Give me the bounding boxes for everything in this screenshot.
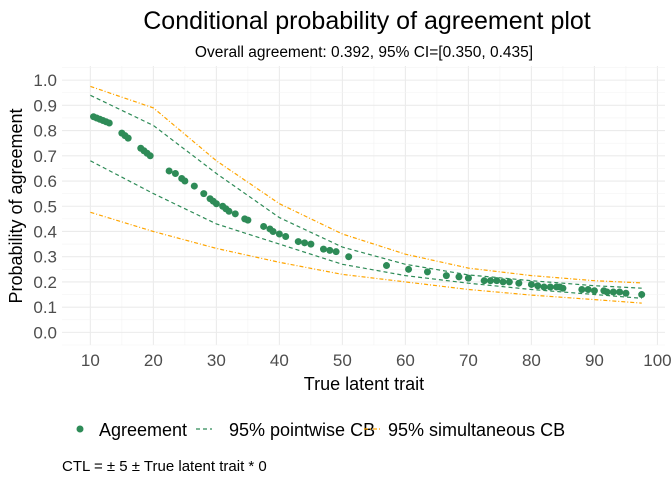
agreement-point	[301, 239, 309, 247]
agreement-point	[559, 284, 567, 292]
agreement-point	[200, 190, 208, 198]
y-tick-label: 0.9	[33, 96, 57, 115]
pointwise-lower-band-line	[90, 160, 642, 299]
agreement-point	[486, 277, 494, 285]
x-axis-ticks: 10 20 30 40 50 60 70 80 90 100	[81, 351, 672, 370]
agreement-point	[332, 248, 340, 256]
x-tick-label: 100	[643, 351, 671, 370]
agreement-point	[515, 279, 523, 287]
simultaneous-lower-band-line	[90, 211, 642, 304]
y-tick-label: 1.0	[33, 71, 57, 90]
y-tick-label: 0.2	[33, 273, 57, 292]
agreement-point	[260, 222, 268, 230]
agreement-point	[603, 288, 611, 296]
chart-subtitle: Overall agreement: 0.392, 95% CI=[0.350,…	[195, 44, 533, 61]
chart-caption: CTL = ± 5 ± True latent trait * 0	[62, 458, 267, 475]
x-tick-label: 20	[144, 351, 163, 370]
agreement-point	[584, 286, 592, 294]
agreement-point	[244, 216, 252, 224]
agreement-point	[294, 238, 302, 246]
agreement-point	[464, 274, 472, 282]
legend-label-pointwise: 95% pointwise CB	[229, 420, 375, 440]
agreement-point	[505, 278, 513, 286]
agreement-point	[275, 230, 283, 238]
x-tick-label: 40	[270, 351, 289, 370]
legend-key-agreement	[76, 425, 84, 433]
agreement-point	[307, 240, 315, 248]
agreement-point	[534, 282, 542, 290]
agreement-point	[616, 288, 624, 296]
legend-label-agreement: Agreement	[99, 420, 187, 440]
legend: Agreement 95% pointwise CB 95% simultane…	[76, 420, 565, 440]
chart-title: Conditional probability of agreement plo…	[143, 7, 591, 35]
agreement-point	[269, 227, 277, 235]
agreement-point	[578, 286, 586, 294]
x-tick-label: 30	[207, 351, 226, 370]
agreement-point	[146, 152, 154, 160]
x-tick-label: 50	[333, 351, 352, 370]
agreement-point	[231, 210, 239, 218]
agreement-point	[165, 167, 173, 175]
y-tick-label: 0.3	[33, 248, 57, 267]
agreement-point	[225, 207, 233, 215]
agreement-point	[622, 289, 630, 297]
agreement-point	[124, 134, 132, 142]
agreement-point	[181, 177, 189, 185]
x-tick-label: 70	[459, 351, 478, 370]
y-tick-label: 0.5	[33, 197, 57, 216]
agreement-point	[590, 287, 598, 295]
simultaneous-upper-band-line	[90, 85, 642, 284]
legend-label-simultaneous: 95% simultaneous CB	[388, 420, 565, 440]
pointwise-upper-band-line	[90, 94, 642, 289]
y-tick-label: 0.0	[33, 323, 57, 342]
agreement-point	[546, 283, 554, 291]
agreement-point	[527, 280, 535, 288]
agreement-point	[319, 245, 327, 253]
x-tick-label: 60	[396, 351, 415, 370]
agreement-point	[382, 262, 390, 270]
y-axis-ticks: 0.0 0.1 0.2 0.3 0.4 0.5 0.6 0.7 0.8 0.9 1.0	[33, 71, 57, 342]
x-tick-label: 80	[522, 351, 541, 370]
agreement-point	[540, 283, 548, 291]
y-tick-label: 0.8	[33, 122, 57, 141]
agreement-point	[609, 288, 617, 296]
agreement-point	[105, 119, 113, 127]
y-tick-label: 0.4	[33, 222, 57, 241]
agreement-point	[326, 246, 334, 254]
y-axis-title: Probability of agreement	[6, 108, 26, 303]
agreement-point	[499, 278, 507, 286]
y-tick-label: 0.1	[33, 298, 57, 317]
x-tick-label: 90	[585, 351, 604, 370]
y-tick-label: 0.6	[33, 172, 57, 191]
agreement-point	[405, 265, 413, 273]
agreement-point	[493, 277, 501, 285]
y-tick-label: 0.7	[33, 147, 57, 166]
agreement-points	[90, 113, 646, 299]
x-tick-label: 10	[81, 351, 100, 370]
agreement-point	[480, 277, 488, 285]
grid	[62, 66, 665, 346]
agreement-point	[638, 291, 646, 299]
agreement-point	[171, 169, 179, 177]
agreement-point	[190, 182, 198, 190]
confidence-bands	[90, 85, 642, 304]
agreement-point	[442, 272, 450, 280]
agreement-point	[455, 273, 463, 281]
agreement-point	[423, 268, 431, 276]
agreement-point	[282, 233, 290, 241]
agreement-point	[345, 253, 353, 261]
agreement-point	[212, 200, 220, 208]
x-axis-title: True latent trait	[304, 374, 424, 394]
